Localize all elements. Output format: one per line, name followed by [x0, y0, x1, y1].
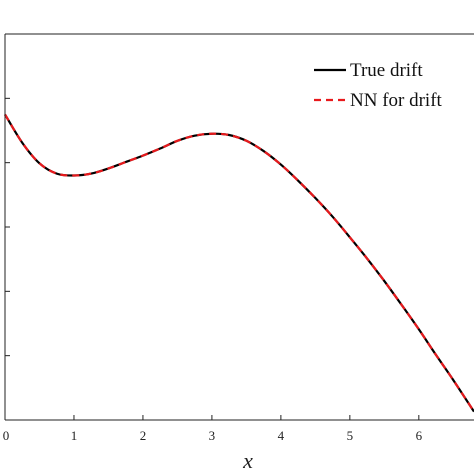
series-layer: [4, 113, 474, 413]
x-tick-label: 0: [3, 428, 10, 443]
x-tick-label: 6: [416, 428, 423, 443]
x-tick-label: 4: [278, 428, 285, 443]
legend-label-nn-for-drift: NN for drift: [350, 90, 443, 111]
x-tick-label: 5: [347, 428, 354, 443]
plot-area: [5, 34, 474, 420]
legend-label-true-drift: True drift: [350, 60, 423, 81]
series-line-nn-for-drift: [4, 113, 474, 413]
x-tick-label: 2: [140, 428, 147, 443]
x-ticks-layer: 0 1 2 3 4 5 6: [3, 415, 423, 443]
x-axis-label: x: [242, 448, 253, 473]
x-tick-label: 1: [71, 428, 78, 443]
x-tick-label: 3: [209, 428, 216, 443]
y-ticks-layer: [5, 97, 10, 357]
legend: True drift NN for drift: [314, 60, 443, 111]
